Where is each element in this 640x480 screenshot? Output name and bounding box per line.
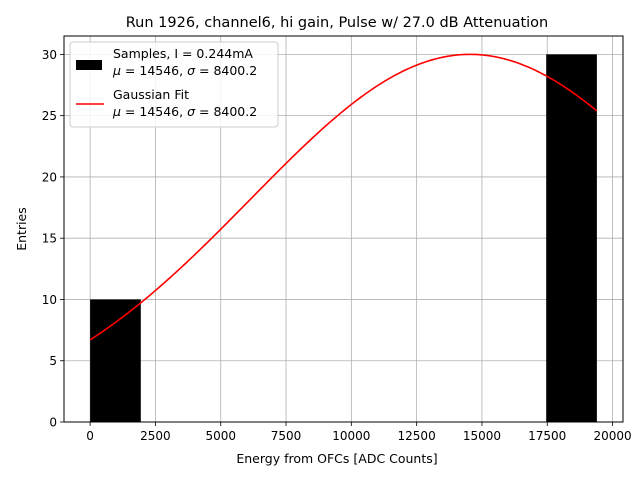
x-tick-label: 20000 xyxy=(593,429,631,443)
histogram-bar xyxy=(90,299,141,422)
x-tick-label: 17500 xyxy=(528,429,566,443)
y-tick-label: 10 xyxy=(42,293,57,307)
x-axis-ticks: 0 2500 5000 7500 10000 12500 15000 17500 20000 xyxy=(86,422,632,443)
y-tick-label: 30 xyxy=(42,48,57,62)
x-tick-label: 7500 xyxy=(271,429,302,443)
legend-stats-samples: μ = 14546, σ = 8400.2 xyxy=(112,63,257,78)
legend-box xyxy=(69,41,279,128)
gaussian-fit-curve xyxy=(89,53,598,341)
x-tick-label: 2500 xyxy=(140,429,171,443)
histogram-bars xyxy=(90,54,597,422)
x-tick-label: 15000 xyxy=(463,429,501,443)
plot-frame xyxy=(63,35,624,423)
x-axis-label: Energy from OFCs [ADC Counts] xyxy=(236,451,437,466)
histogram-bar xyxy=(546,54,597,422)
y-tick-label: 25 xyxy=(42,109,57,123)
legend-swatch-samples xyxy=(76,60,102,70)
legend-stats-fit: μ = 14546, σ = 8400.2 xyxy=(112,104,257,119)
x-tick-label: 0 xyxy=(86,429,94,443)
x-tick-label: 10000 xyxy=(332,429,370,443)
y-axis-label: Entries xyxy=(14,207,29,251)
legend: Samples, I = 0.244mA μ = 14546, σ = 8400… xyxy=(69,41,279,128)
chart-title: Run 1926, channel6, hi gain, Pulse w/ 27… xyxy=(126,15,549,31)
y-axis-ticks: 0 5 10 15 20 25 30 xyxy=(42,48,64,430)
y-tick-label: 0 xyxy=(49,416,57,430)
y-tick-label: 5 xyxy=(49,354,57,368)
legend-label-fit: Gaussian Fit xyxy=(113,87,189,102)
y-tick-label: 20 xyxy=(42,170,57,184)
y-tick-label: 15 xyxy=(42,232,57,246)
x-tick-label: 5000 xyxy=(205,429,236,443)
fit-line xyxy=(89,53,598,341)
legend-label-samples: Samples, I = 0.244mA xyxy=(113,46,253,61)
x-tick-label: 12500 xyxy=(398,429,436,443)
